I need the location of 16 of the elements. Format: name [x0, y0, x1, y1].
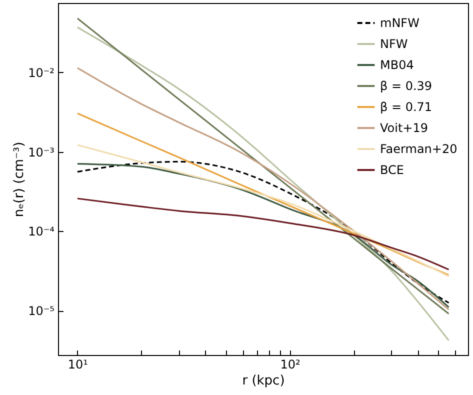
y-tick-label: 10⁻⁵	[28, 304, 55, 318]
legend-label: mNFW	[380, 16, 420, 30]
legend-label: Faerman+20	[380, 142, 458, 156]
y-tick-label: 10⁻⁴	[28, 224, 55, 239]
y-tick-label: 10⁻³	[28, 145, 55, 160]
legend-label: β = 0.71	[380, 100, 432, 114]
y-tick-label: 10⁻²	[28, 66, 55, 80]
legend-label: MB04	[380, 58, 414, 72]
legend-label: Voit+19	[380, 121, 428, 135]
x-axis-title: r (kpc)	[242, 374, 285, 388]
x-tick-label: 10²	[280, 358, 301, 372]
legend-label: BCE	[380, 163, 404, 177]
legend-label: β = 0.39	[380, 79, 432, 93]
legend-label: NFW	[380, 37, 408, 51]
x-tick-label: 10¹	[68, 358, 88, 372]
y-axis-title: nₑ(r) (cm⁻³)	[12, 142, 28, 218]
